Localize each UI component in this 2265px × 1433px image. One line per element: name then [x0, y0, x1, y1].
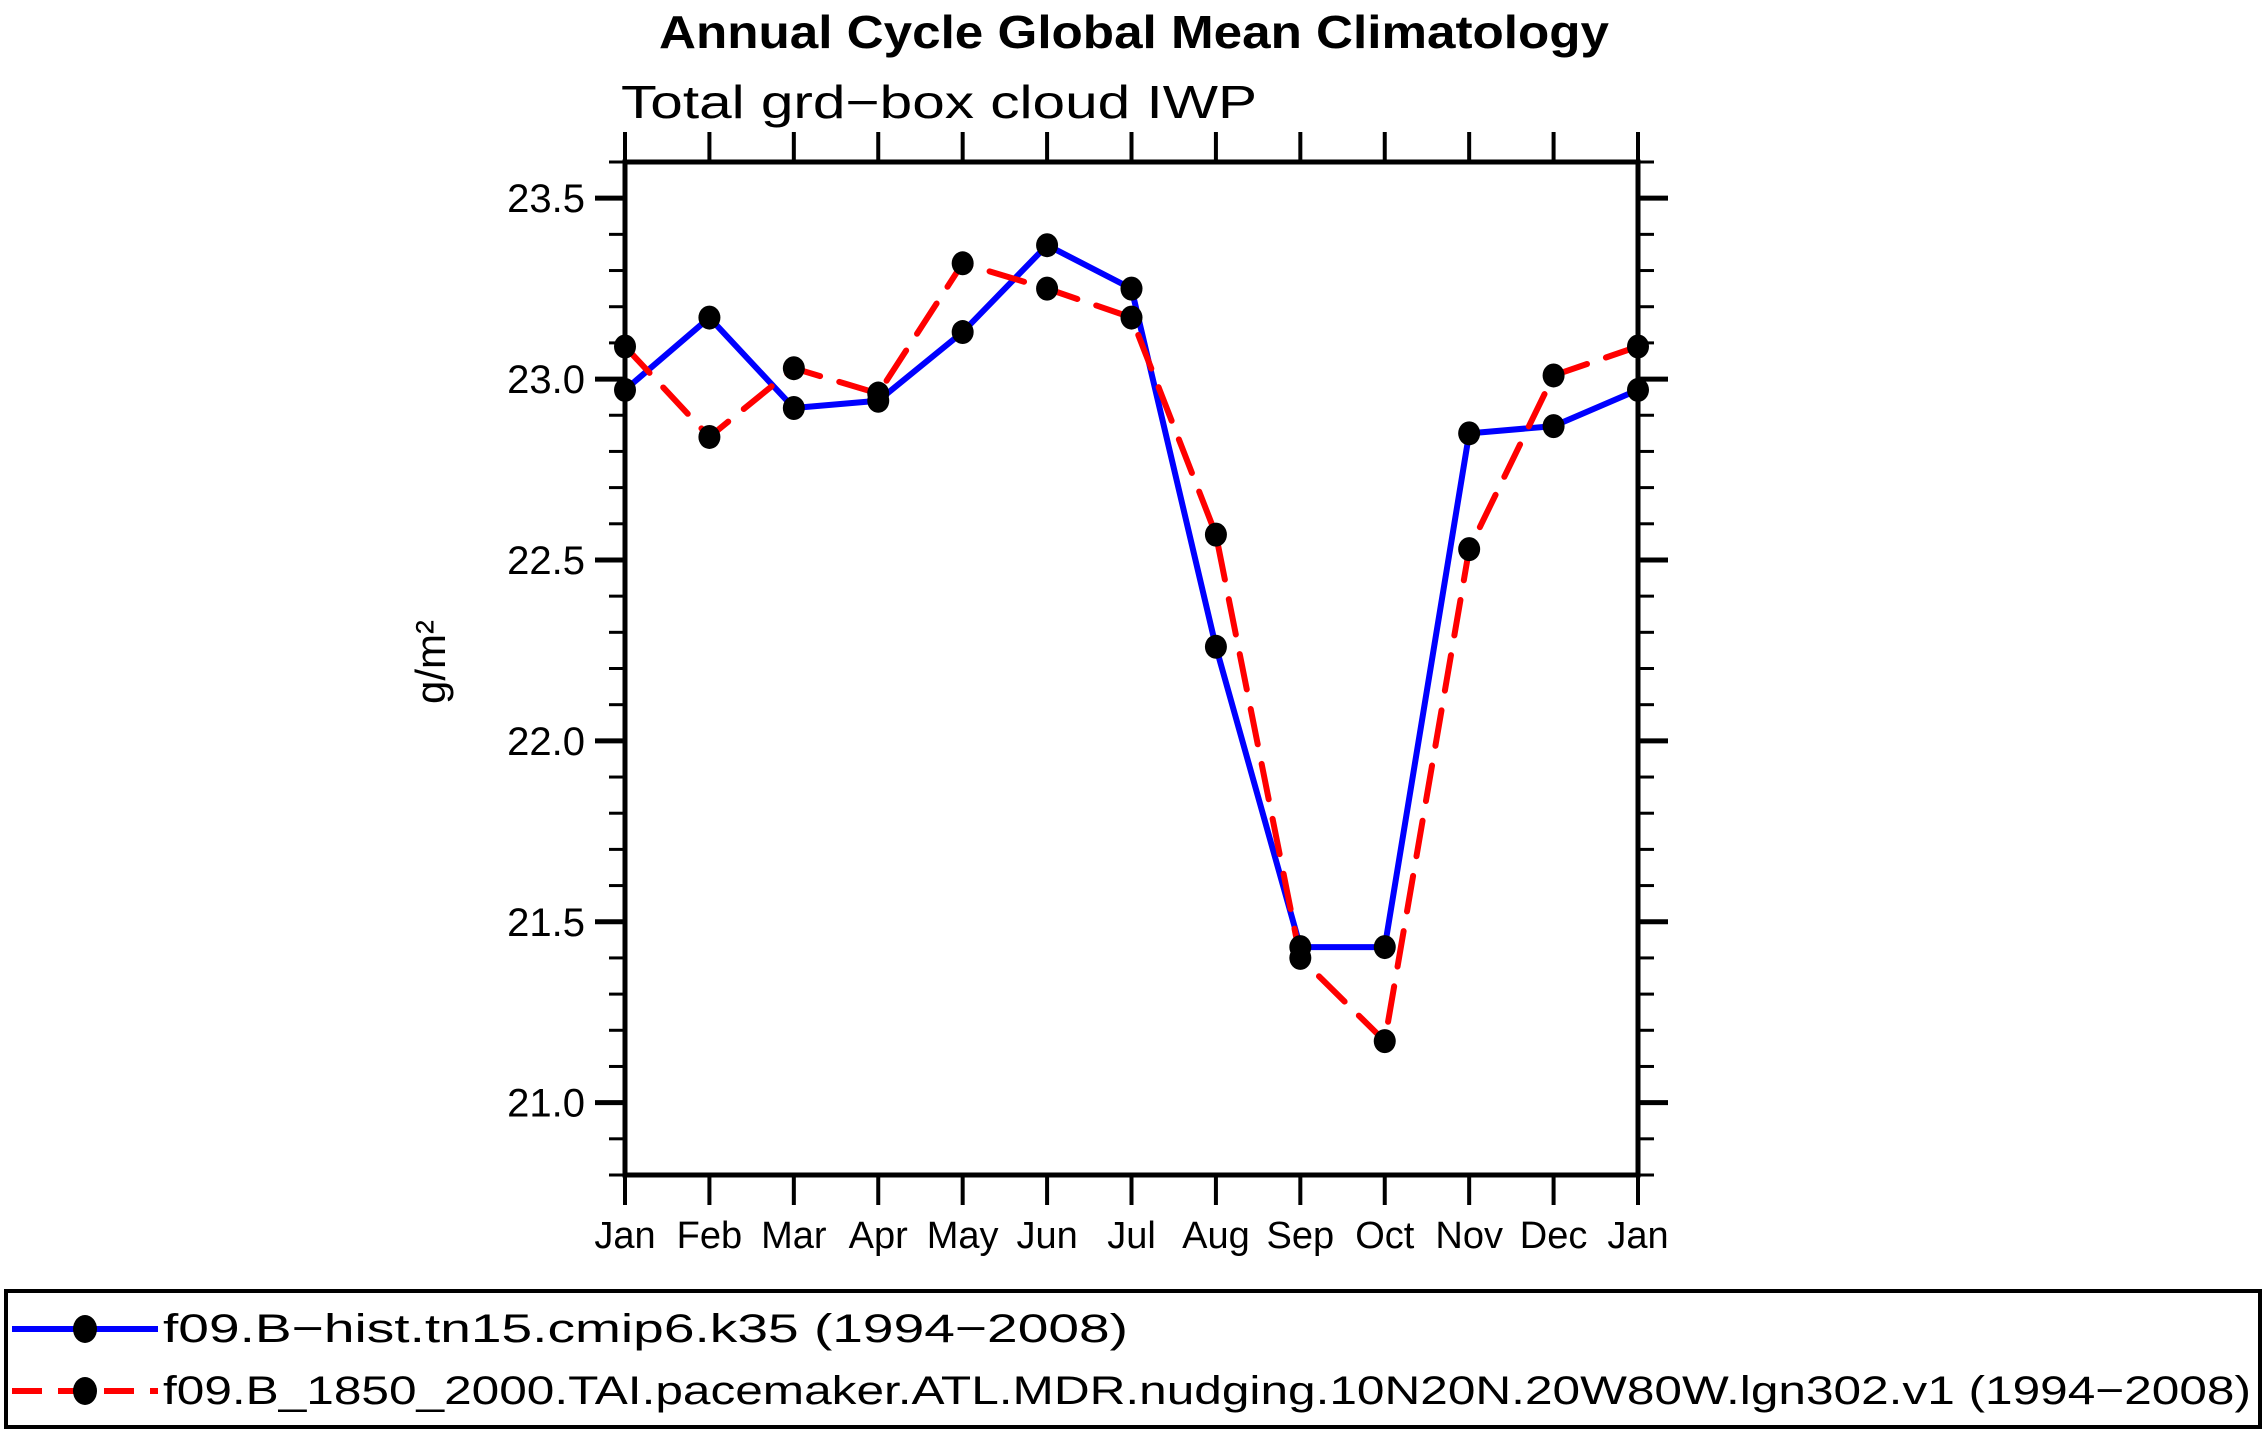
x-tick-label: May [927, 1215, 999, 1257]
legend: f09.B−hist.tn15.cmip6.k35 (1994−2008) f0… [4, 1289, 2262, 1429]
plot-area: Jan Feb Mar Apr May Jun Jul Aug Sep Oct Nov Dec Jan 2… [507, 132, 1669, 1257]
x-tick-label: Oct [1355, 1215, 1415, 1257]
x-tick-label: Jan [1607, 1215, 1668, 1257]
y-tick-label: 23.0 [507, 358, 585, 402]
data-point-marker-s1 [1036, 233, 1059, 258]
x-tick-label: Jan [594, 1215, 655, 1257]
data-point-marker-s2 [1120, 305, 1143, 330]
data-point-marker-s2 [782, 356, 805, 381]
x-tick-label: Dec [1520, 1215, 1588, 1257]
y-tick-label: 22.0 [507, 720, 585, 764]
data-point-marker-s2 [1036, 276, 1059, 301]
chart-subtitle: Total grd−box cloud IWP [621, 76, 1257, 128]
x-tick-label: Feb [677, 1215, 742, 1257]
y-tick-label: 22.5 [507, 539, 585, 583]
data-point-marker-s1 [1542, 414, 1565, 439]
data-point-marker-s2 [1373, 1029, 1396, 1054]
data-point-marker-s1 [1204, 634, 1227, 659]
data-point-marker-s1 [1120, 276, 1143, 301]
data-point-marker-s2 [1542, 363, 1565, 388]
x-tick-label: Mar [761, 1215, 827, 1257]
data-point-marker-s2 [698, 424, 721, 449]
data-point-marker-s2 [1204, 522, 1227, 547]
x-tick-label: Aug [1182, 1215, 1250, 1257]
legend-label-series1: f09.B−hist.tn15.cmip6.k35 (1994−2008) [163, 1307, 1128, 1351]
legend-marker-series1 [73, 1315, 97, 1343]
data-point-marker-s2 [1627, 334, 1649, 359]
x-tick-label: Nov [1435, 1215, 1503, 1257]
y-axis-title: g/m² [407, 620, 454, 704]
x-tick-label: Jul [1107, 1215, 1156, 1257]
data-point-marker-s2 [951, 251, 974, 276]
data-point-marker-s2 [1458, 537, 1481, 562]
series-2-line [622, 260, 1641, 1045]
data-point-marker-s1 [951, 320, 974, 345]
data-point-marker-s2 [1289, 945, 1312, 970]
chart-title: Annual Cycle Global Mean Climatology [659, 6, 1609, 58]
data-point-marker-s2 [614, 334, 636, 359]
data-point-marker-s1 [614, 377, 636, 402]
data-point-marker-s2 [867, 381, 890, 406]
legend-label-series2: f09.B_1850_2000.TAI.pacemaker.ATL.MDR.nu… [163, 1369, 2251, 1413]
data-point-marker-s1 [698, 305, 721, 330]
data-point-marker-s1 [1627, 377, 1649, 402]
legend-marker-series2 [73, 1377, 97, 1405]
y-tick-label: 21.5 [507, 901, 585, 945]
data-point-marker-s1 [1373, 935, 1396, 960]
y-tick-label: 23.5 [507, 177, 585, 221]
x-tick-label: Apr [849, 1215, 908, 1257]
x-tick-label: Jun [1016, 1215, 1077, 1257]
data-point-marker-s1 [782, 396, 805, 421]
series-1-line [622, 242, 1641, 951]
legend-box [4, 1289, 2262, 1429]
y-tick-label: 21.0 [507, 1082, 585, 1126]
data-point-marker-s1 [1458, 421, 1481, 446]
x-tick-label: Sep [1267, 1215, 1335, 1257]
